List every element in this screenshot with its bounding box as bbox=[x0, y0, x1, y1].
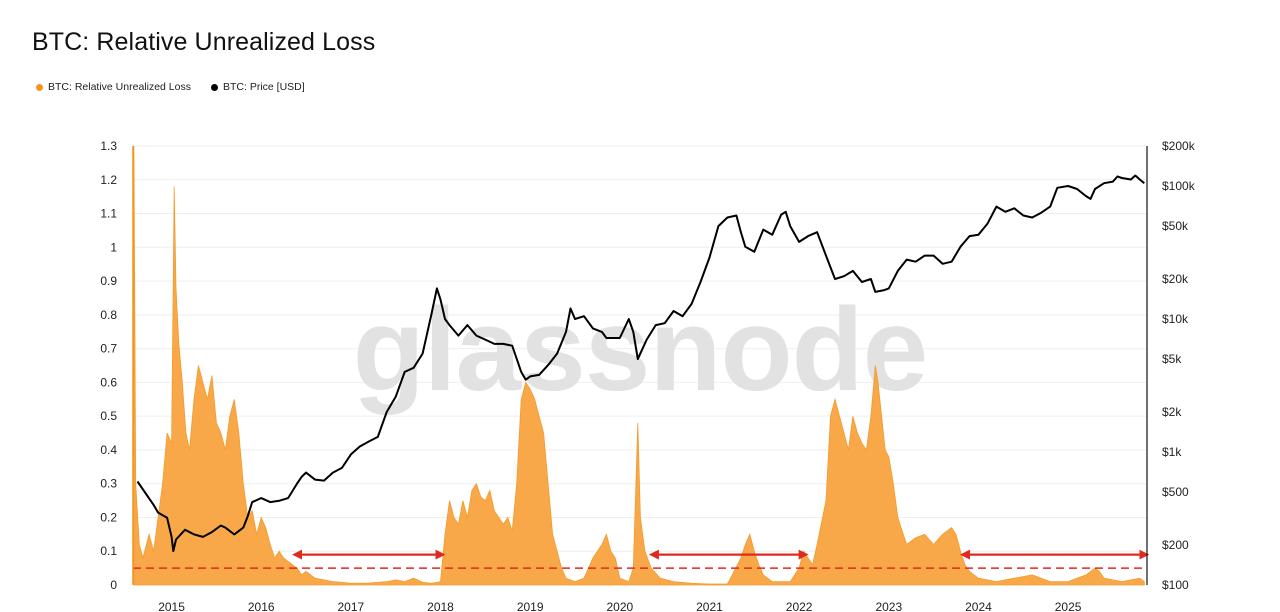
left-axis-ticks: 0 0.1 0.2 0.3 0.4 0.5 0.6 0.7 0.8 0.9 1 1.1 1.2 1.3 bbox=[100, 139, 117, 592]
chart-title: BTC: Relative Unrealized Loss bbox=[32, 28, 376, 56]
left-tick-label: 0.2 bbox=[100, 510, 117, 524]
legend-label: BTC: Relative Unrealized Loss bbox=[48, 81, 191, 93]
left-tick-label: 0.5 bbox=[100, 409, 117, 423]
left-tick-label: 1.2 bbox=[100, 173, 117, 187]
left-tick-label: 0.6 bbox=[100, 375, 117, 389]
x-tick-label: 2022 bbox=[786, 600, 813, 612]
right-tick-label: $5k bbox=[1162, 352, 1182, 366]
left-tick-label: 0.8 bbox=[100, 308, 117, 322]
left-tick-label: 1.3 bbox=[100, 139, 117, 153]
grid-lines bbox=[133, 145, 1147, 586]
right-tick-label: $100 bbox=[1162, 578, 1189, 592]
left-tick-label: 1 bbox=[110, 240, 117, 254]
right-tick-label: $500 bbox=[1162, 485, 1189, 499]
series-price bbox=[136, 174, 1145, 553]
right-tick-label: $200 bbox=[1162, 538, 1189, 552]
right-tick-label: $20k bbox=[1162, 272, 1189, 286]
left-tick-label: 0.7 bbox=[100, 342, 117, 356]
left-tick-label: 0.3 bbox=[100, 477, 117, 491]
x-tick-label: 2015 bbox=[158, 600, 185, 612]
legend: BTC: Relative Unrealized Loss BTC: Price… bbox=[36, 81, 305, 93]
axes bbox=[132, 146, 1148, 585]
legend-item-unrealized-loss[interactable]: BTC: Relative Unrealized Loss bbox=[36, 81, 191, 93]
x-tick-label: 2016 bbox=[248, 600, 275, 612]
right-tick-label: $2k bbox=[1162, 405, 1182, 419]
right-tick-label: $10k bbox=[1162, 312, 1189, 326]
right-tick-label: $1k bbox=[1162, 445, 1182, 459]
legend-label: BTC: Price [USD] bbox=[222, 81, 305, 93]
left-tick-label: 0.9 bbox=[100, 274, 117, 288]
left-tick-label: 0.4 bbox=[100, 443, 117, 457]
left-tick-label: 0 bbox=[110, 578, 117, 592]
price-line bbox=[136, 174, 1145, 553]
right-axis-ticks: $100 $200 $500 $1k $2k $5k $10k $20k $50k $100k $2… bbox=[1162, 139, 1196, 592]
left-tick-label: 0.1 bbox=[100, 544, 117, 558]
right-tick-label: $100k bbox=[1162, 179, 1196, 193]
series-unrealized-loss bbox=[133, 145, 1145, 586]
x-tick-label: 2023 bbox=[875, 600, 902, 612]
legend-dot-black bbox=[210, 83, 218, 91]
unrealized-loss-area bbox=[133, 145, 1145, 586]
right-tick-label: $50k bbox=[1162, 219, 1189, 233]
x-tick-label: 2021 bbox=[696, 600, 723, 612]
watermark: glassnode bbox=[353, 284, 928, 416]
x-tick-label: 2024 bbox=[965, 600, 992, 612]
x-tick-label: 2018 bbox=[427, 600, 454, 612]
x-tick-label: 2020 bbox=[606, 600, 633, 612]
x-tick-label: 2025 bbox=[1055, 600, 1082, 612]
x-axis-ticks: 2015 2016 2017 2018 2019 2020 2021 2022 2023 2024… bbox=[158, 600, 1082, 612]
legend-dot-orange bbox=[36, 83, 43, 91]
x-tick-label: 2017 bbox=[338, 600, 365, 612]
left-tick-label: 1.1 bbox=[100, 207, 117, 221]
annotations bbox=[133, 549, 1150, 569]
x-tick-label: 2019 bbox=[517, 600, 544, 612]
legend-item-price[interactable]: BTC: Price [USD] bbox=[210, 81, 305, 93]
right-tick-label: $200k bbox=[1162, 139, 1196, 153]
